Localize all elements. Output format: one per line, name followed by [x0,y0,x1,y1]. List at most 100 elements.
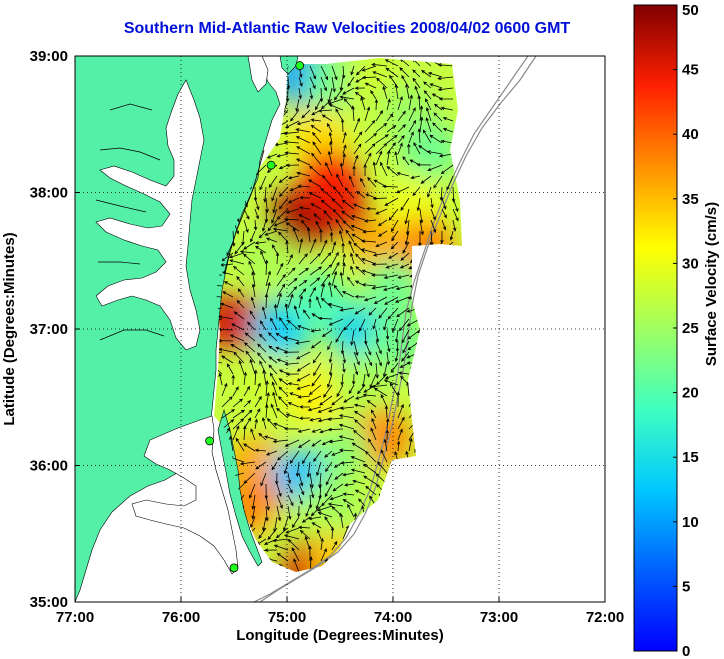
velocity-arrow-423 [276,262,284,276]
velocity-arrow-557 [283,336,300,342]
velocity-arrow-491 [298,295,303,309]
velocity-arrow-226 [278,175,289,184]
x-tick-label-1: 76:00 [162,609,200,626]
velocity-arrow-604 [328,362,333,376]
velocity-arrow-166 [353,131,363,144]
velocity-arrow-434 [383,274,399,279]
velocity-arrow-622 [278,369,289,375]
velocity-arrow-55 [333,87,344,101]
velocity-arrow-598 [257,352,267,364]
velocity-arrow-785 [383,438,388,452]
velocity-arrow-534 [278,317,289,331]
velocity-arrow-872 [365,485,377,496]
velocity-arrow-822 [309,472,314,489]
velocity-arrow-430 [350,265,355,276]
velocity-arrow-391 [400,252,410,261]
velocity-arrow-449 [320,273,331,287]
speed-blob-21 [331,353,392,414]
velocity-arrow-83 [405,83,410,100]
velocity-arrow-727 [232,418,245,430]
velocity-arrow-602 [296,362,311,372]
velocity-arrow-161 [283,140,300,144]
velocity-arrow-954 [299,529,311,540]
velocity-arrow-974 [273,544,289,551]
y-tick-label-0: 39:00 [30,48,68,65]
velocity-arrow-284 [441,197,447,210]
velocity-arrow-605 [342,362,346,373]
velocity-arrow-361 [319,228,323,243]
velocity-arrow-650 [348,384,355,395]
velocity-arrow-806 [364,450,377,463]
velocity-arrow-865 [298,494,303,505]
velocity-arrow-162 [295,136,311,144]
colorbar-tick-label-4: 20 [682,385,699,402]
velocity-arrow-335 [264,230,278,236]
velocity-arrow-384 [331,241,337,254]
velocity-arrow-253 [336,173,344,188]
velocity-arrow-583 [342,351,347,364]
velocity-arrow-190 [375,142,388,155]
velocity-arrow-125 [386,113,394,122]
velocity-arrow-318 [323,210,333,221]
velocity-arrow-387 [353,242,366,254]
velocity-arrow-687 [272,391,278,408]
velocity-arrow-152 [432,122,443,133]
velocity-arrow-490 [287,293,294,309]
velocity-arrow-337 [285,222,300,232]
velocity-arrow-56 [342,87,355,95]
grid-lines [75,56,605,602]
x-tick-label-0: 77:00 [56,609,94,626]
velocity-arrow-38 [385,67,399,78]
velocity-arrow-576 [257,343,267,353]
velocity-arrow-469 [298,288,307,298]
velocity-arrow-688 [278,396,289,408]
colorbar-tick-label-1: 5 [682,578,690,595]
velocity-arrow-653 [371,384,388,389]
velocity-arrow-304 [419,208,424,224]
velocity-arrow-315 [283,217,300,222]
velocity-arrow-312 [262,219,267,232]
velocity-arrow-827 [350,468,366,474]
velocity-arrow-798 [283,461,289,475]
velocity-arrow-101 [360,96,366,111]
velocity-arrow-631 [376,373,388,386]
velocity-arrow-643 [269,372,278,386]
coastal-lagoon [223,149,265,275]
velocity-arrow-192 [397,142,403,155]
velocity-arrow-302 [388,208,399,221]
velocity-arrow-997 [291,547,300,562]
velocity-arrow-62 [412,77,421,89]
velocity-arrow-121 [335,108,344,122]
velocity-arrow-188 [353,143,362,155]
velocity-arrow-553 [244,332,256,342]
velocity-arrow-77 [327,98,344,105]
velocity-arrow-777 [289,450,300,464]
colorbar-tick-label-9: 45 [682,62,699,79]
velocity-arrow-447 [298,279,308,287]
velocity-arrow-359 [292,227,300,243]
velocity-arrow-306 [441,208,447,219]
velocity-arrow-368 [390,241,399,250]
velocity-arrow-106 [417,94,421,111]
velocity-arrow-730 [262,417,267,430]
velocity-arrow-575 [243,342,256,353]
velocity-arrow-425 [298,267,310,276]
x-tick-label-5: 72:00 [586,609,624,626]
velocity-arrow-333 [250,230,256,243]
velocity-arrow-297 [331,198,344,210]
velocity-arrow-347 [404,230,410,246]
velocity-arrow-292 [276,208,289,220]
velocity-arrow-398 [229,259,245,265]
velocity-arrow-402 [287,253,293,265]
velocity-arrow-533 [270,317,278,331]
velocity-arrow-561 [340,340,345,355]
velocity-arrow-507 [218,315,234,320]
velocity-arrow-249 [289,186,300,192]
velocity-arrow-76 [320,98,333,110]
velocity-arrow-864 [287,494,294,507]
velocity-arrow-422 [264,259,269,276]
velocity-arrow-43 [437,76,454,81]
velocity-arrow-424 [287,267,296,276]
velocity-arrow-1019 [293,558,300,572]
velocity-arrow-426 [309,266,323,276]
